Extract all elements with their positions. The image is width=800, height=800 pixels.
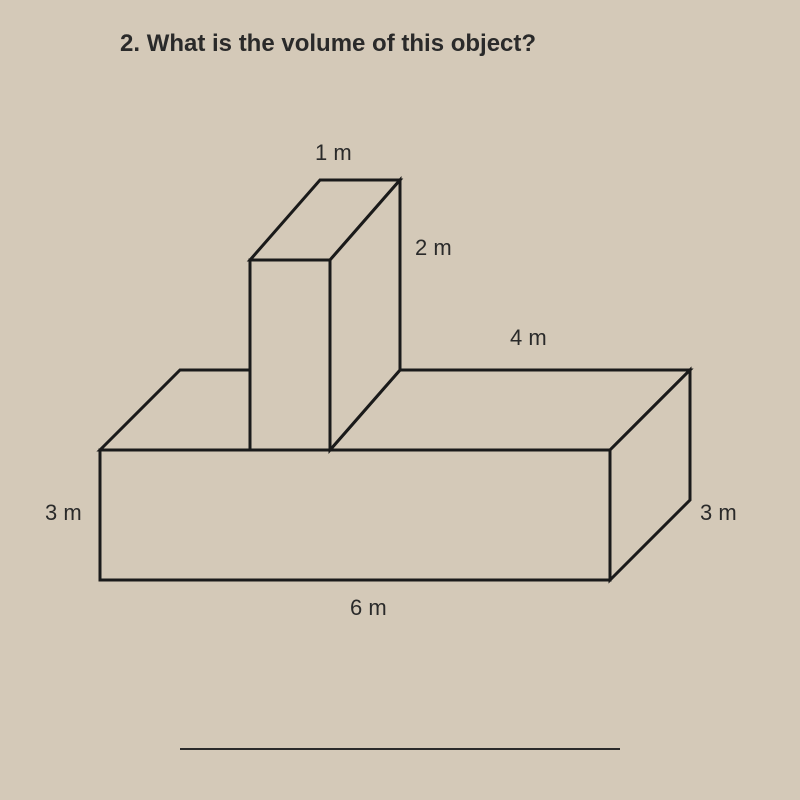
question-number: 2. (120, 30, 140, 57)
question-body: What is the volume of this object? (147, 30, 536, 57)
answer-line (180, 748, 620, 750)
bottom-front-face (100, 450, 610, 580)
label-left-height: 3 m (45, 500, 82, 526)
top-front-face (250, 260, 330, 450)
label-right-segment: 4 m (510, 325, 547, 351)
solid-diagram (50, 130, 750, 630)
label-top-height: 2 m (415, 235, 452, 261)
diagram-container: 1 m 2 m 4 m 3 m 3 m 6 m (50, 130, 750, 630)
question-text: 2. What is the volume of this object? (120, 30, 536, 58)
label-right-height: 3 m (700, 500, 737, 526)
label-top-width: 1 m (315, 140, 352, 166)
label-bottom-width: 6 m (350, 595, 387, 621)
